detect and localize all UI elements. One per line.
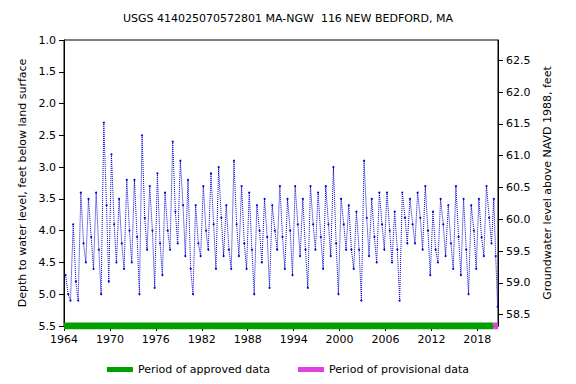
svg-text:3.5: 3.5 <box>39 192 57 205</box>
svg-text:1988: 1988 <box>234 333 262 346</box>
svg-text:58.5: 58.5 <box>506 308 531 321</box>
svg-text:5.5: 5.5 <box>39 320 57 333</box>
svg-text:1982: 1982 <box>188 333 216 346</box>
svg-text:3.0: 3.0 <box>39 161 57 174</box>
svg-text:2012: 2012 <box>417 333 445 346</box>
svg-text:2.0: 2.0 <box>39 97 57 110</box>
svg-text:1.0: 1.0 <box>39 34 57 47</box>
svg-text:1.5: 1.5 <box>39 65 57 78</box>
svg-text:1964: 1964 <box>50 333 78 346</box>
svg-text:62.5: 62.5 <box>506 54 531 67</box>
svg-text:60.0: 60.0 <box>506 213 531 226</box>
svg-text:2000: 2000 <box>326 333 354 346</box>
svg-text:61.0: 61.0 <box>506 149 531 162</box>
svg-text:Period of approved data: Period of approved data <box>138 363 270 376</box>
svg-text:1970: 1970 <box>96 333 124 346</box>
svg-text:60.5: 60.5 <box>506 181 531 194</box>
svg-text:2.5: 2.5 <box>39 129 57 142</box>
svg-text:Period of provisional data: Period of provisional data <box>329 363 469 376</box>
svg-text:62.0: 62.0 <box>506 86 531 99</box>
svg-text:Groundwater level above NAVD 1: Groundwater level above NAVD 1988, feet <box>541 66 554 300</box>
svg-text:USGS 414025070572801 MA-NGW 1: USGS 414025070572801 MA-NGW 116 NEW BEDF… <box>123 12 453 25</box>
svg-text:59.0: 59.0 <box>506 276 531 289</box>
svg-text:1994: 1994 <box>280 333 308 346</box>
svg-text:4.5: 4.5 <box>39 256 57 269</box>
svg-text:59.5: 59.5 <box>506 245 531 258</box>
svg-text:2018: 2018 <box>463 333 491 346</box>
svg-text:61.5: 61.5 <box>506 117 531 130</box>
svg-text:1976: 1976 <box>142 333 170 346</box>
svg-text:Depth to water level, feet bel: Depth to water level, feet below land su… <box>16 58 29 307</box>
svg-text:5.0: 5.0 <box>39 288 57 301</box>
svg-text:2006: 2006 <box>371 333 399 346</box>
svg-text:4.0: 4.0 <box>39 224 57 237</box>
